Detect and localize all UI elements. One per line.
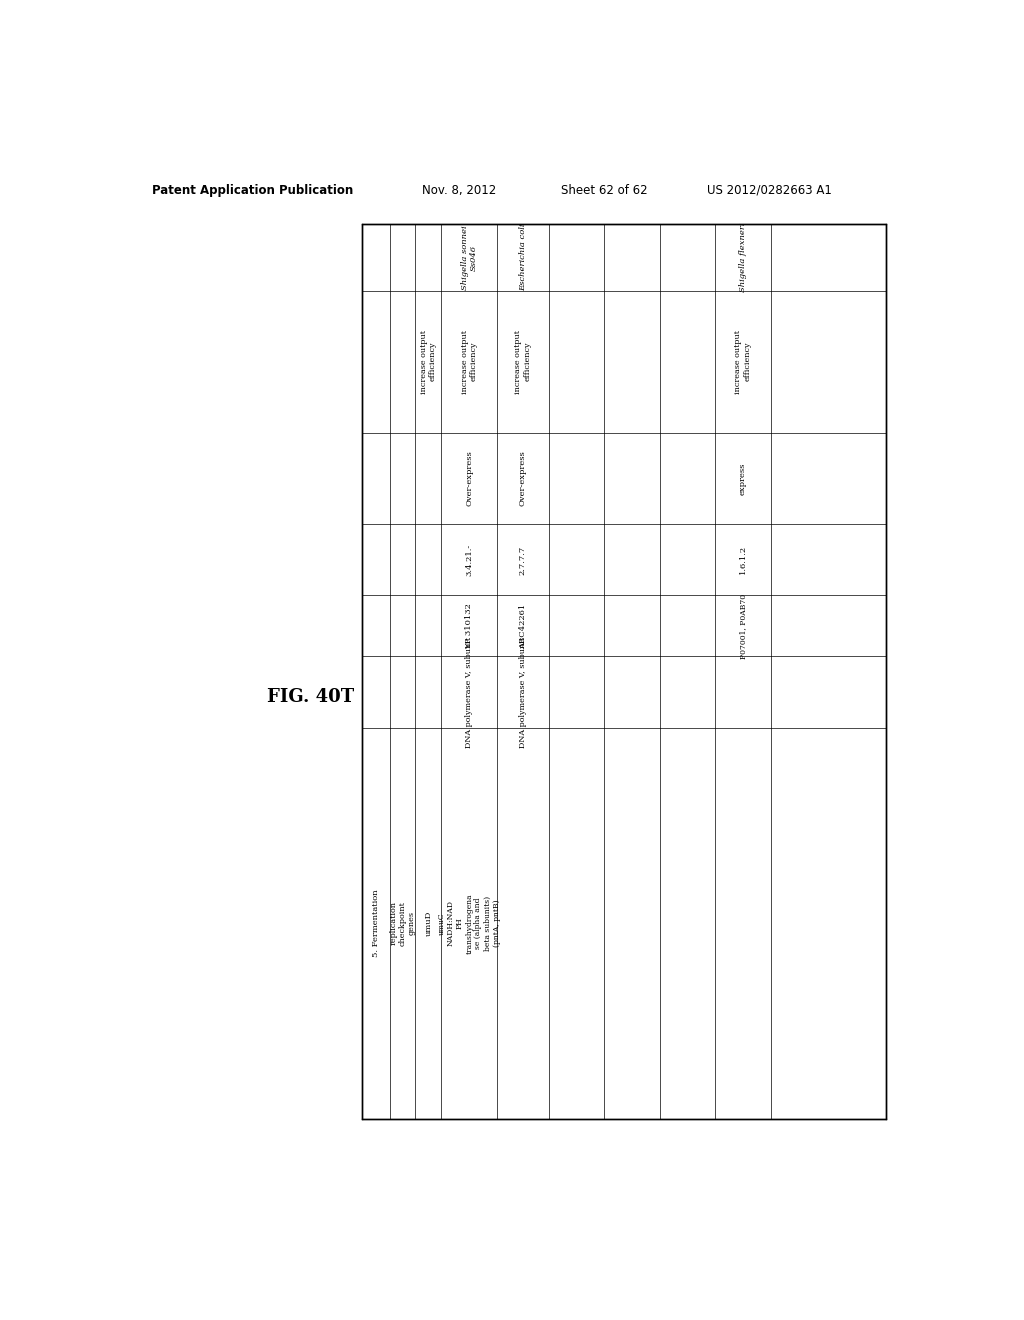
Text: Escherichia coli: Escherichia coli: [519, 224, 526, 292]
Text: 2.7.7.7: 2.7.7.7: [519, 545, 526, 574]
Text: Shigella flexneri: Shigella flexneri: [739, 223, 748, 292]
Text: 1.6.1.2: 1.6.1.2: [739, 545, 748, 574]
Bar: [362, 224, 886, 1119]
Text: Sheet 62 of 62: Sheet 62 of 62: [560, 183, 647, 197]
Text: Nov. 8, 2012: Nov. 8, 2012: [422, 183, 496, 197]
Text: umuC
NADH:NAD
PH
transhydrogena
se (alpha and
beta subunits)
(pntA, pntB): umuC NADH:NAD PH transhydrogena se (alph…: [437, 892, 501, 953]
Text: DNA polymerase V, subunit: DNA polymerase V, subunit: [465, 636, 473, 747]
Text: US 2012/0282663 A1: US 2012/0282663 A1: [708, 183, 833, 197]
Text: P07001, P0AB70: P07001, P0AB70: [739, 594, 748, 659]
Text: express: express: [739, 462, 748, 495]
Text: Over-express: Over-express: [519, 450, 526, 507]
Text: Over-express: Over-express: [465, 450, 473, 507]
Text: 5. Fermentation: 5. Fermentation: [372, 890, 380, 957]
Text: umuD: umuD: [424, 911, 432, 936]
Text: DNA polymerase V, subunit: DNA polymerase V, subunit: [519, 636, 526, 747]
Text: FIG. 40T: FIG. 40T: [267, 688, 354, 706]
Text: replication
checkpoint
genes: replication checkpoint genes: [389, 900, 416, 945]
Text: Patent Application Publication: Patent Application Publication: [152, 183, 353, 197]
Text: Shigella sonnei
Ss046: Shigella sonnei Ss046: [461, 226, 478, 290]
Text: 3.4.21.-: 3.4.21.-: [465, 544, 473, 576]
Text: increase output
efficiency: increase output efficiency: [420, 330, 437, 393]
Text: increase output
efficiency: increase output efficiency: [514, 330, 531, 393]
Text: YP 310132: YP 310132: [465, 603, 473, 649]
Text: ABC42261: ABC42261: [519, 603, 526, 648]
Text: increase output
efficiency: increase output efficiency: [461, 330, 478, 393]
Text: increase output
efficiency: increase output efficiency: [734, 330, 752, 393]
